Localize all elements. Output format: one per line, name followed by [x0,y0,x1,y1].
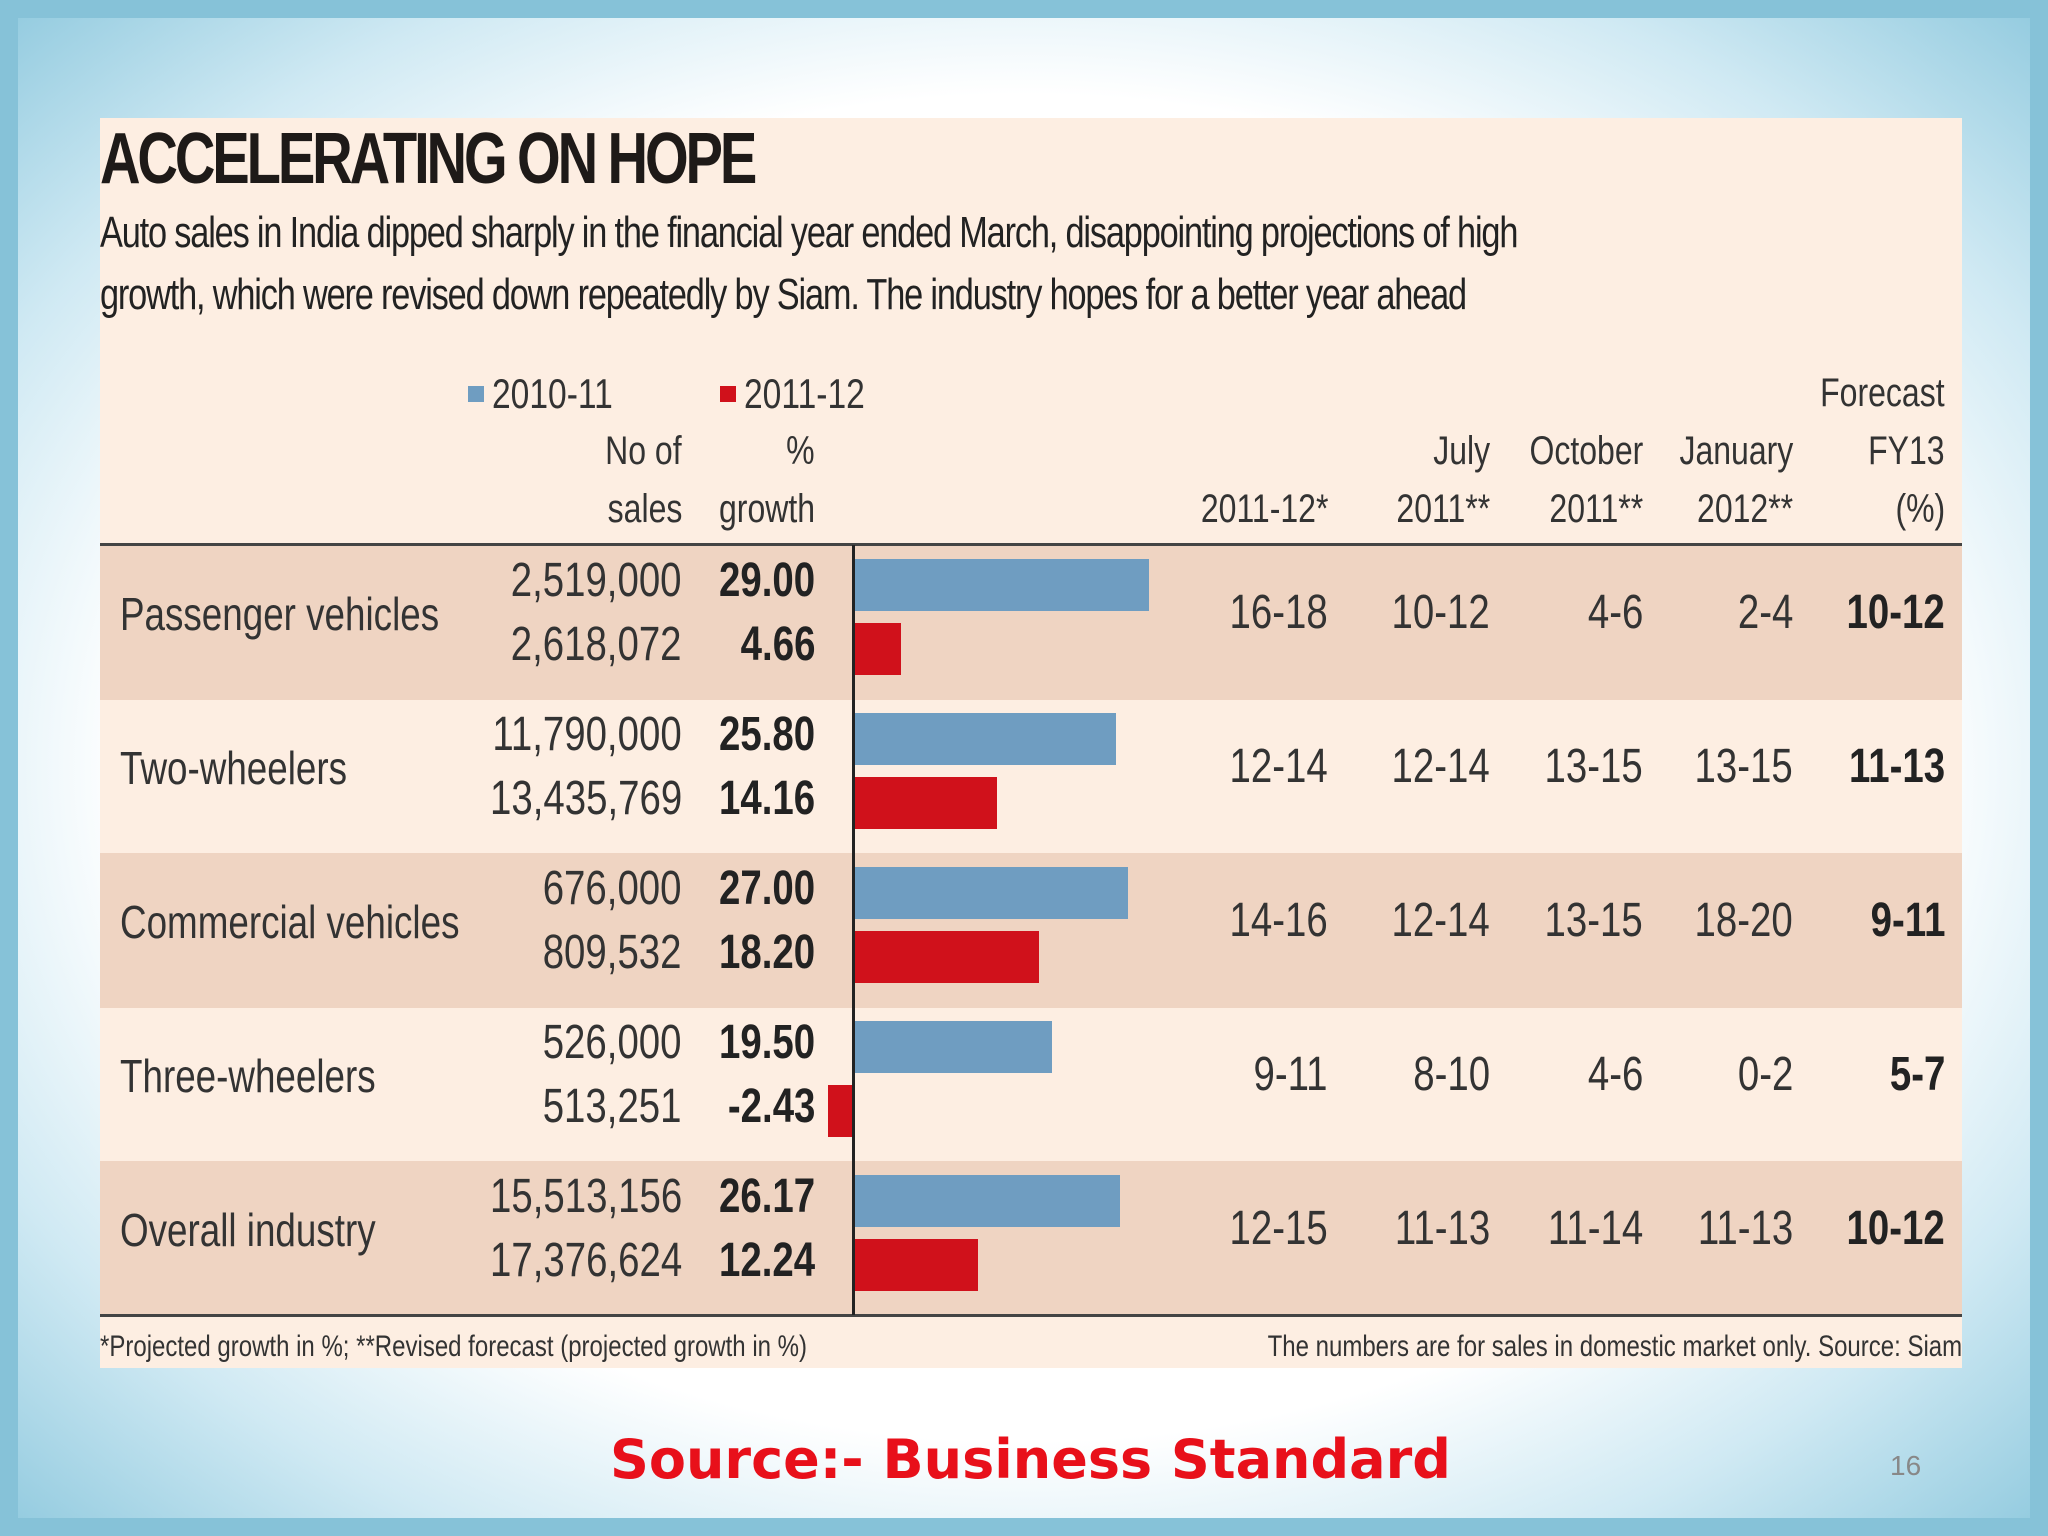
row-label: Commercial vehicles [120,896,460,948]
july-value: 10-12 [1391,586,1490,639]
july-value: 8-10 [1413,1048,1490,1101]
header-sales-line: No of [605,429,682,473]
jan-value: 18-20 [1694,894,1793,947]
chart-title: ACCELERATING ON HOPE [100,119,757,199]
bar-2010-11 [853,1021,1052,1073]
proj-value: 9-11 [1253,1048,1328,1101]
legend-label: 2011-12 [744,370,865,417]
header-jan-line: January [1679,429,1793,473]
growth-value: 29.00 [718,554,815,607]
bar-2011-12 [853,623,901,675]
subtitle-line-1: Auto sales in India dipped sharply in th… [100,208,1518,257]
row-label: Two-wheelers [120,742,348,794]
growth-value: 26.17 [718,1170,815,1223]
growth-value: 4.66 [740,618,815,671]
sales-value: 676,000 [543,862,682,915]
proj-value: 12-15 [1229,1202,1328,1255]
legend-swatch [720,386,736,402]
fy13-value: 5-7 [1889,1048,1946,1101]
oct-value: 13-15 [1544,740,1643,793]
growth-value: -2.43 [727,1080,815,1133]
header-jan-line: 2012** [1696,487,1793,531]
growth-value: 18.20 [718,926,815,979]
legend-item-2010-11: 2010-11 [468,370,643,418]
proj-value: 16-18 [1229,586,1328,639]
header-divider [100,543,1962,546]
header-oct-line: October [1529,429,1643,473]
bar-2011-12 [853,931,1039,983]
oct-value: 4-6 [1587,586,1644,639]
july-value: 12-14 [1391,894,1490,947]
header-fy13-line: (%) [1895,487,1945,531]
growth-value: 27.00 [718,862,815,915]
proj-value: 14-16 [1229,894,1328,947]
sales-value: 526,000 [543,1016,682,1069]
legend-item-2011-12: 2011-12 [720,370,895,418]
jan-value: 11-13 [1697,1202,1793,1255]
row-label: Passenger vehicles [120,588,440,640]
jan-value: 13-15 [1694,740,1793,793]
sales-value: 11,790,000 [492,708,682,761]
footnote-left: *Projected growth in %; **Revised foreca… [100,1330,807,1363]
growth-value: 25.80 [718,708,815,761]
jan-value: 0-2 [1737,1048,1794,1101]
page-number: 16 [1890,1450,1922,1481]
july-value: 12-14 [1391,740,1490,793]
growth-value: 19.50 [718,1016,815,1069]
bar-2010-11 [853,713,1117,765]
header-sales-line: sales [607,487,682,531]
growth-value: 14.16 [718,772,815,825]
header-july-line: July [1433,429,1490,473]
bar-2010-11 [853,1175,1120,1227]
oct-value: 13-15 [1544,894,1643,947]
bar-2010-11 [853,867,1129,919]
header-fy13-line: Forecast [1820,371,1945,415]
header-july-line: 2011** [1396,487,1490,531]
oct-value: 4-6 [1587,1048,1644,1101]
fy13-value: 10-12 [1846,586,1945,639]
bar-2011-12 [828,1085,853,1137]
july-value: 11-13 [1394,1202,1490,1255]
sales-value: 513,251 [543,1080,682,1133]
row-label: Overall industry [120,1204,376,1256]
subtitle-line-2: growth, which were revised down repeated… [100,270,1467,319]
jan-value: 2-4 [1737,586,1794,639]
header-proj-line: 2011-12* [1200,487,1328,531]
table-bottom-divider [100,1314,1962,1317]
sales-value: 809,532 [543,926,682,979]
sales-value: 13,435,769 [489,772,682,825]
fy13-value: 11-13 [1848,740,1945,793]
legend-label: 2010-11 [492,370,613,417]
bar-2011-12 [853,1239,978,1291]
footnote-right: The numbers are for sales in domestic ma… [1267,1330,1963,1363]
sales-value: 2,618,072 [511,618,682,671]
sales-value: 17,376,624 [489,1234,682,1287]
header-growth-line: growth [718,487,815,531]
fy13-value: 10-12 [1846,1202,1945,1255]
header-oct-line: 2011** [1549,487,1643,531]
bar-axis [852,545,855,1315]
sales-value: 2,519,000 [511,554,682,607]
proj-value: 12-14 [1229,740,1328,793]
fy13-value: 9-11 [1870,894,1945,947]
source-credit: Source:- Business Standard [610,1428,1451,1491]
legend-swatch [468,386,484,402]
row-label: Three-wheelers [120,1050,376,1102]
oct-value: 11-14 [1547,1202,1643,1255]
growth-value: 12.24 [718,1234,815,1287]
header-growth-line: % [786,429,815,473]
header-fy13-line: FY13 [1868,429,1945,473]
bar-2010-11 [853,559,1149,611]
sales-value: 15,513,156 [489,1170,682,1223]
bar-2011-12 [853,777,998,829]
